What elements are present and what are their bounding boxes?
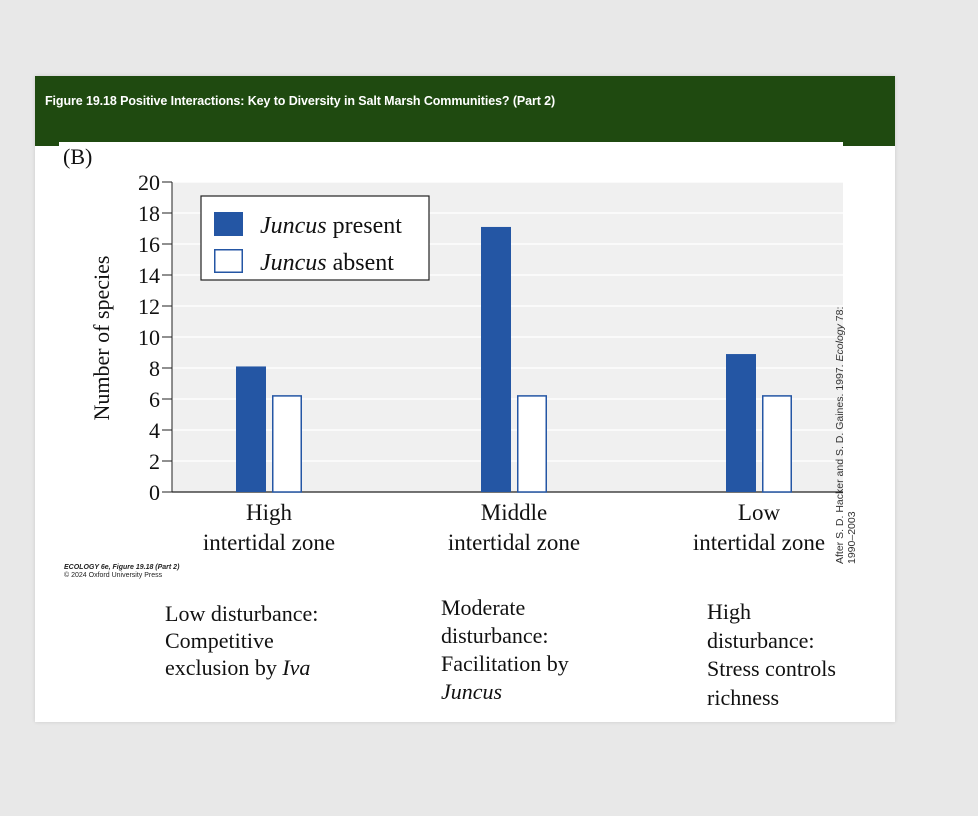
side-credit-suffix: 78: xyxy=(834,306,846,325)
side-credit-source: Ecology xyxy=(834,324,846,362)
y-tick-label: 8 xyxy=(149,356,160,381)
x-category-label: intertidal zone xyxy=(203,530,335,555)
note-line: High xyxy=(707,599,751,624)
x-category-label: Middle xyxy=(481,500,547,525)
y-tick-label: 0 xyxy=(149,480,160,505)
note-line: Low disturbance: xyxy=(165,601,319,626)
x-category-label: intertidal zone xyxy=(448,530,580,555)
note-emphasis: Juncus xyxy=(441,679,503,704)
legend-label-italic: Juncus xyxy=(260,250,327,276)
legend-swatch-present xyxy=(214,212,243,236)
panel-label: (B) xyxy=(63,144,92,169)
note-line: disturbance: xyxy=(707,627,815,653)
y-tick-label: 12 xyxy=(138,294,160,319)
bar-absent xyxy=(272,395,302,493)
note-line: Moderate xyxy=(441,595,526,620)
figure-header: Figure 19.18 Positive Interactions: Key … xyxy=(35,76,895,146)
legend-label-italic: Juncus xyxy=(260,213,327,239)
bar-chart: (B) 0 2 4 6 8 10 12 14 16 18 20 Number of species Hig… xyxy=(63,144,843,555)
y-tick-label: 18 xyxy=(138,201,160,226)
y-tick-label: 14 xyxy=(138,263,160,288)
y-tick-label: 6 xyxy=(149,387,160,412)
figure-card: Figure 19.18 Positive Interactions: Key … xyxy=(35,76,895,722)
y-tick-label: 4 xyxy=(149,418,160,443)
bar-absent xyxy=(762,395,792,493)
note-line: richness xyxy=(707,684,780,710)
y-tick-label: 16 xyxy=(138,232,160,257)
x-category-label: High xyxy=(246,500,293,525)
note-line: Competitive xyxy=(165,628,274,653)
note-high-disturbance: High disturbance: Stress controls richne… xyxy=(707,598,887,712)
side-credit-pages: 1990–2003 xyxy=(846,511,858,564)
bar-absent xyxy=(517,395,547,493)
note-line: Facilitation by xyxy=(441,651,569,676)
legend-label: Juncus present xyxy=(260,213,402,239)
legend-swatch-absent xyxy=(214,249,243,273)
note-line: exclusion by xyxy=(165,655,283,680)
credit-line-2: © 2024 Oxford University Press xyxy=(64,572,163,579)
legend-label-rest: absent xyxy=(327,250,395,276)
figure-title: Figure 19.18 Positive Interactions: Key … xyxy=(45,94,556,108)
y-tick-label: 2 xyxy=(149,449,160,474)
figure-credit: ECOLOGY 6e, Figure 19.18 (Part 2) © 2024… xyxy=(64,564,179,580)
y-axis-label: Number of species xyxy=(89,256,114,421)
x-category-label: intertidal zone xyxy=(693,530,825,555)
bar-present xyxy=(236,366,266,492)
bar-present xyxy=(726,354,756,492)
note-line: disturbance: xyxy=(441,623,549,648)
side-credit: After S. D. Hacker and S. D. Gaines. 199… xyxy=(834,307,858,564)
legend-label-rest: present xyxy=(327,213,403,239)
note-low-disturbance: Low disturbance: Competitive exclusion b… xyxy=(165,600,405,681)
side-credit-prefix: After S. D. Hacker and S. D. Gaines. 199… xyxy=(834,361,846,564)
y-tick-label: 20 xyxy=(138,170,160,195)
y-tick-label: 10 xyxy=(138,325,160,350)
legend-label: Juncus absent xyxy=(260,250,394,276)
credit-line-1: ECOLOGY 6e, Figure 19.18 (Part 2) xyxy=(64,564,180,571)
figure-area: (B) 0 2 4 6 8 10 12 14 16 18 20 Number of species Hig… xyxy=(59,142,858,582)
note-emphasis: Iva xyxy=(282,655,311,680)
x-category-label: Low xyxy=(738,500,781,525)
note-line: Stress controls xyxy=(707,656,836,681)
note-moderate-disturbance: Moderate disturbance: Facilitation by Ju… xyxy=(441,594,641,706)
bar-present xyxy=(481,226,511,492)
